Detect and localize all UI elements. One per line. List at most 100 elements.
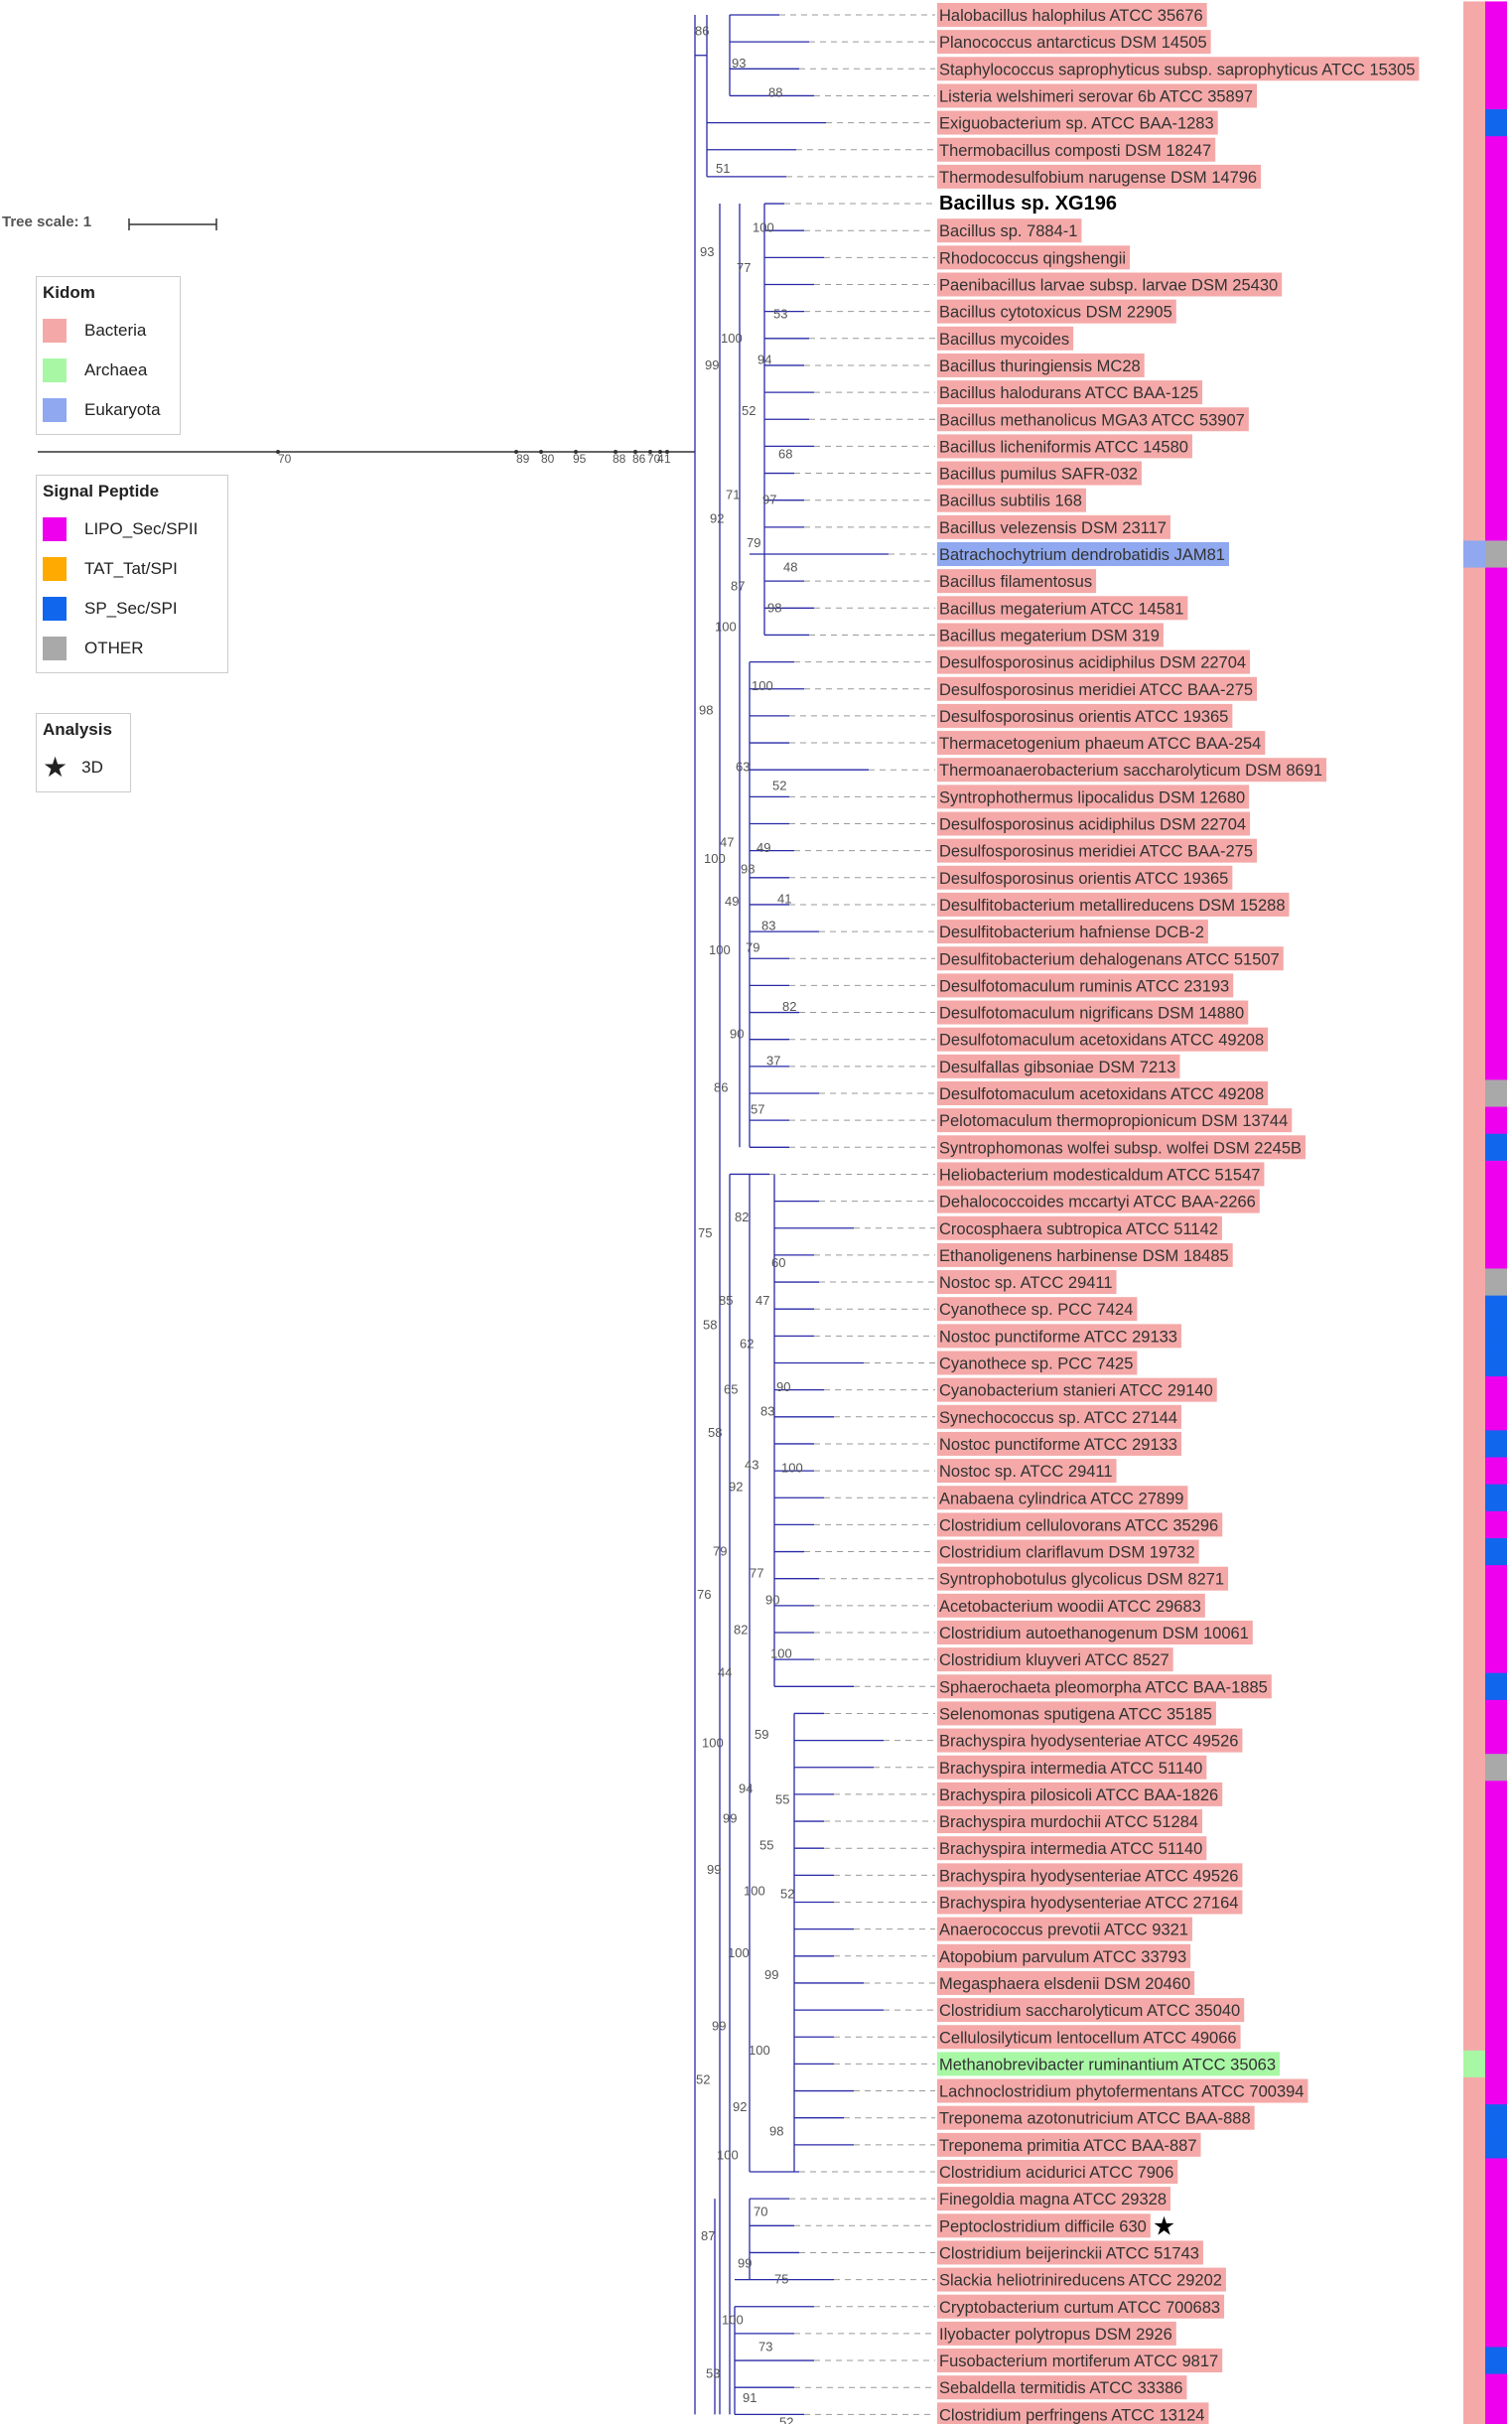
kingdom-strip-cell — [1463, 1645, 1485, 1674]
leaf-label: Desulfitobacterium hafniense DCB-2 — [939, 924, 1204, 941]
bootstrap-label: 82 — [735, 1210, 749, 1224]
bootstrap-label: 65 — [724, 1382, 738, 1397]
kingdom-strip-cell — [1463, 540, 1485, 569]
legend-label: SP_Sec/SPI — [84, 599, 178, 618]
leaf-label-background — [937, 1863, 1243, 1888]
leaf-label-group: Bacillus thuringiensis MC28 — [937, 353, 1145, 377]
kingdom-strip-cell — [1463, 1376, 1485, 1404]
leaf-label-background — [937, 1431, 1181, 1456]
kingdom-strip-cell — [1463, 1106, 1485, 1135]
kingdom-strip-cell — [1463, 1807, 1485, 1836]
leaf-label: Clostridium beijerinckii ATCC 51743 — [939, 2244, 1199, 2262]
leaf-label: Sphaerochaeta pleomorpha ATCC BAA-1885 — [939, 1678, 1268, 1696]
bootstrap-label: 82 — [734, 1622, 748, 1637]
leaf-label: Cryptobacterium curtum ATCC 700683 — [939, 2299, 1220, 2317]
kingdom-strip-cell — [1463, 487, 1485, 514]
leaf-label-group: Syntrophothermus lipocalidus DSM 12680 — [937, 784, 1250, 809]
leaf-label: Brachyspira intermedia ATCC 51140 — [939, 1760, 1202, 1778]
leaf-label: Thermobacillus composti DSM 18247 — [939, 142, 1211, 160]
signal-peptide-strip-cell — [1485, 513, 1507, 541]
signal-peptide-strip-cell — [1485, 2158, 1507, 2187]
kingdom-strip-cell — [1463, 352, 1485, 380]
leaf-label-background — [937, 380, 1203, 405]
leaf-label-background — [937, 1890, 1243, 1915]
kingdom-strip-cell — [1463, 621, 1485, 649]
leaf-label-background — [937, 1459, 1117, 1484]
leaf-label: Clostridium acidurici ATCC 7906 — [939, 2164, 1173, 2182]
leaf-label: Brachyspira pilosicoli ATCC BAA-1826 — [939, 1786, 1218, 1804]
bootstrap-label: 49 — [756, 840, 770, 855]
leaf-label-background — [937, 1000, 1249, 1025]
leaf-label-background — [937, 1027, 1269, 1052]
bootstrap-label: 100 — [709, 942, 731, 957]
kingdom-strip-cell — [1463, 998, 1485, 1027]
root-bootstrap-label: 80 — [541, 452, 555, 466]
leaf-label: Rhodococcus qingshengii — [939, 249, 1126, 267]
bootstrap-label: 100 — [721, 331, 743, 346]
leaf-label: Finegoldia magna ATCC 29328 — [939, 2191, 1167, 2209]
kingdom-strip-cell — [1463, 2320, 1485, 2348]
signal-peptide-strip-cell — [1485, 1241, 1507, 1269]
leaf-label-background — [937, 784, 1250, 809]
eukaryota-swatch — [43, 398, 67, 422]
signal-peptide-strip-cell — [1485, 2131, 1507, 2159]
leaf-label-background — [937, 57, 1420, 81]
leaf-label-group: Bacillus megaterium DSM 319 — [937, 623, 1164, 647]
leaf-label-background — [937, 2294, 1225, 2319]
leaf-label-background — [937, 1755, 1207, 1780]
leaf-label-background — [937, 811, 1251, 836]
root-node — [276, 450, 280, 454]
signal-peptide-strip-cell — [1485, 1322, 1507, 1351]
kingdom-strip-cell — [1463, 2076, 1485, 2105]
leaf-label-background — [937, 1539, 1199, 1564]
bootstrap-label: 98 — [699, 702, 713, 717]
kingdom-strip-cell — [1463, 2050, 1485, 2078]
signal-peptide-strip-cell — [1485, 190, 1507, 218]
leaf-label: Thermodesulfobium narugense DSM 14796 — [939, 169, 1257, 187]
leaf-label-group: Batrachochytrium dendrobatidis JAM81 — [937, 542, 1229, 566]
leaf-label-background — [937, 1674, 1272, 1699]
root-bootstrap-label: 4 — [657, 452, 664, 466]
leaf-label-background — [937, 1566, 1229, 1591]
signal-peptide-strip-cell — [1485, 1565, 1507, 1593]
signal-peptide-strip-cell — [1485, 2347, 1507, 2375]
leaf-label: Batrachochytrium dendrobatidis JAM81 — [939, 546, 1225, 564]
signal-peptide-strip-cell — [1485, 1645, 1507, 1674]
leaf-label-group: Desulfotomaculum ruminis ATCC 23193 — [937, 973, 1234, 998]
signal-peptide-strip-cell — [1485, 1510, 1507, 1539]
legend-signal-peptide: Signal Peptide LIPO_Sec/SPII TAT_Tat/SPI… — [36, 475, 228, 673]
leaf-label: Brachyspira intermedia ATCC 51140 — [939, 1840, 1202, 1858]
signal-peptide-strip-cell — [1485, 918, 1507, 946]
signal-peptide-strip-cell — [1485, 1699, 1507, 1728]
leaf-label: Bacillus megaterium ATCC 14581 — [939, 600, 1183, 618]
signal-peptide-strip-cell — [1485, 971, 1507, 1000]
bootstrap-label: 79 — [747, 535, 760, 550]
leaf-label: Pelotomaculum thermopropionicum DSM 1374… — [939, 1112, 1288, 1130]
kingdom-strip-cell — [1463, 1295, 1485, 1324]
leaf-label-background — [937, 1782, 1223, 1806]
bootstrap-label: 83 — [761, 919, 775, 933]
kingdom-strip-cell — [1463, 136, 1485, 164]
kingdom-strip-cell — [1463, 1699, 1485, 1728]
bootstrap-label: 49 — [725, 894, 739, 909]
root-node — [633, 450, 637, 454]
bootstrap-label: 70 — [754, 2205, 767, 2219]
bootstrap-label: 91 — [743, 2390, 756, 2405]
leaf-label-group: Bacillus sp. XG196 — [939, 193, 1117, 214]
kingdom-strip-cell — [1463, 2104, 1485, 2132]
leaf-label: Syntrophobotulus glycolicus DSM 8271 — [939, 1571, 1224, 1589]
leaf-label-background — [937, 920, 1208, 944]
leaf-label: Brachyspira hyodysenteriae ATCC 49526 — [939, 1867, 1238, 1885]
leaf-label-background — [937, 272, 1283, 297]
kingdom-strip-cell — [1463, 944, 1485, 973]
leaf-label-group: Desulfitobacterium hafniense DCB-2 — [937, 920, 1208, 944]
leaf-label: Heliobacterium modesticaldum ATCC 51547 — [939, 1166, 1260, 1184]
leaf-label-background — [937, 2349, 1223, 2373]
root-node — [539, 450, 543, 454]
leaf-label-group: Brachyspira intermedia ATCC 51140 — [937, 1836, 1207, 1861]
leaf-label: Desulfotomaculum acetoxidans ATCC 49208 — [939, 1085, 1264, 1103]
kingdom-strip-cell — [1463, 1565, 1485, 1593]
leaf-label-group: Acetobacterium woodii ATCC 29683 — [937, 1593, 1205, 1618]
bootstrap-label: 76 — [697, 1587, 711, 1602]
leaf-label-group: Synechococcus sp. ATCC 27144 — [937, 1404, 1181, 1429]
